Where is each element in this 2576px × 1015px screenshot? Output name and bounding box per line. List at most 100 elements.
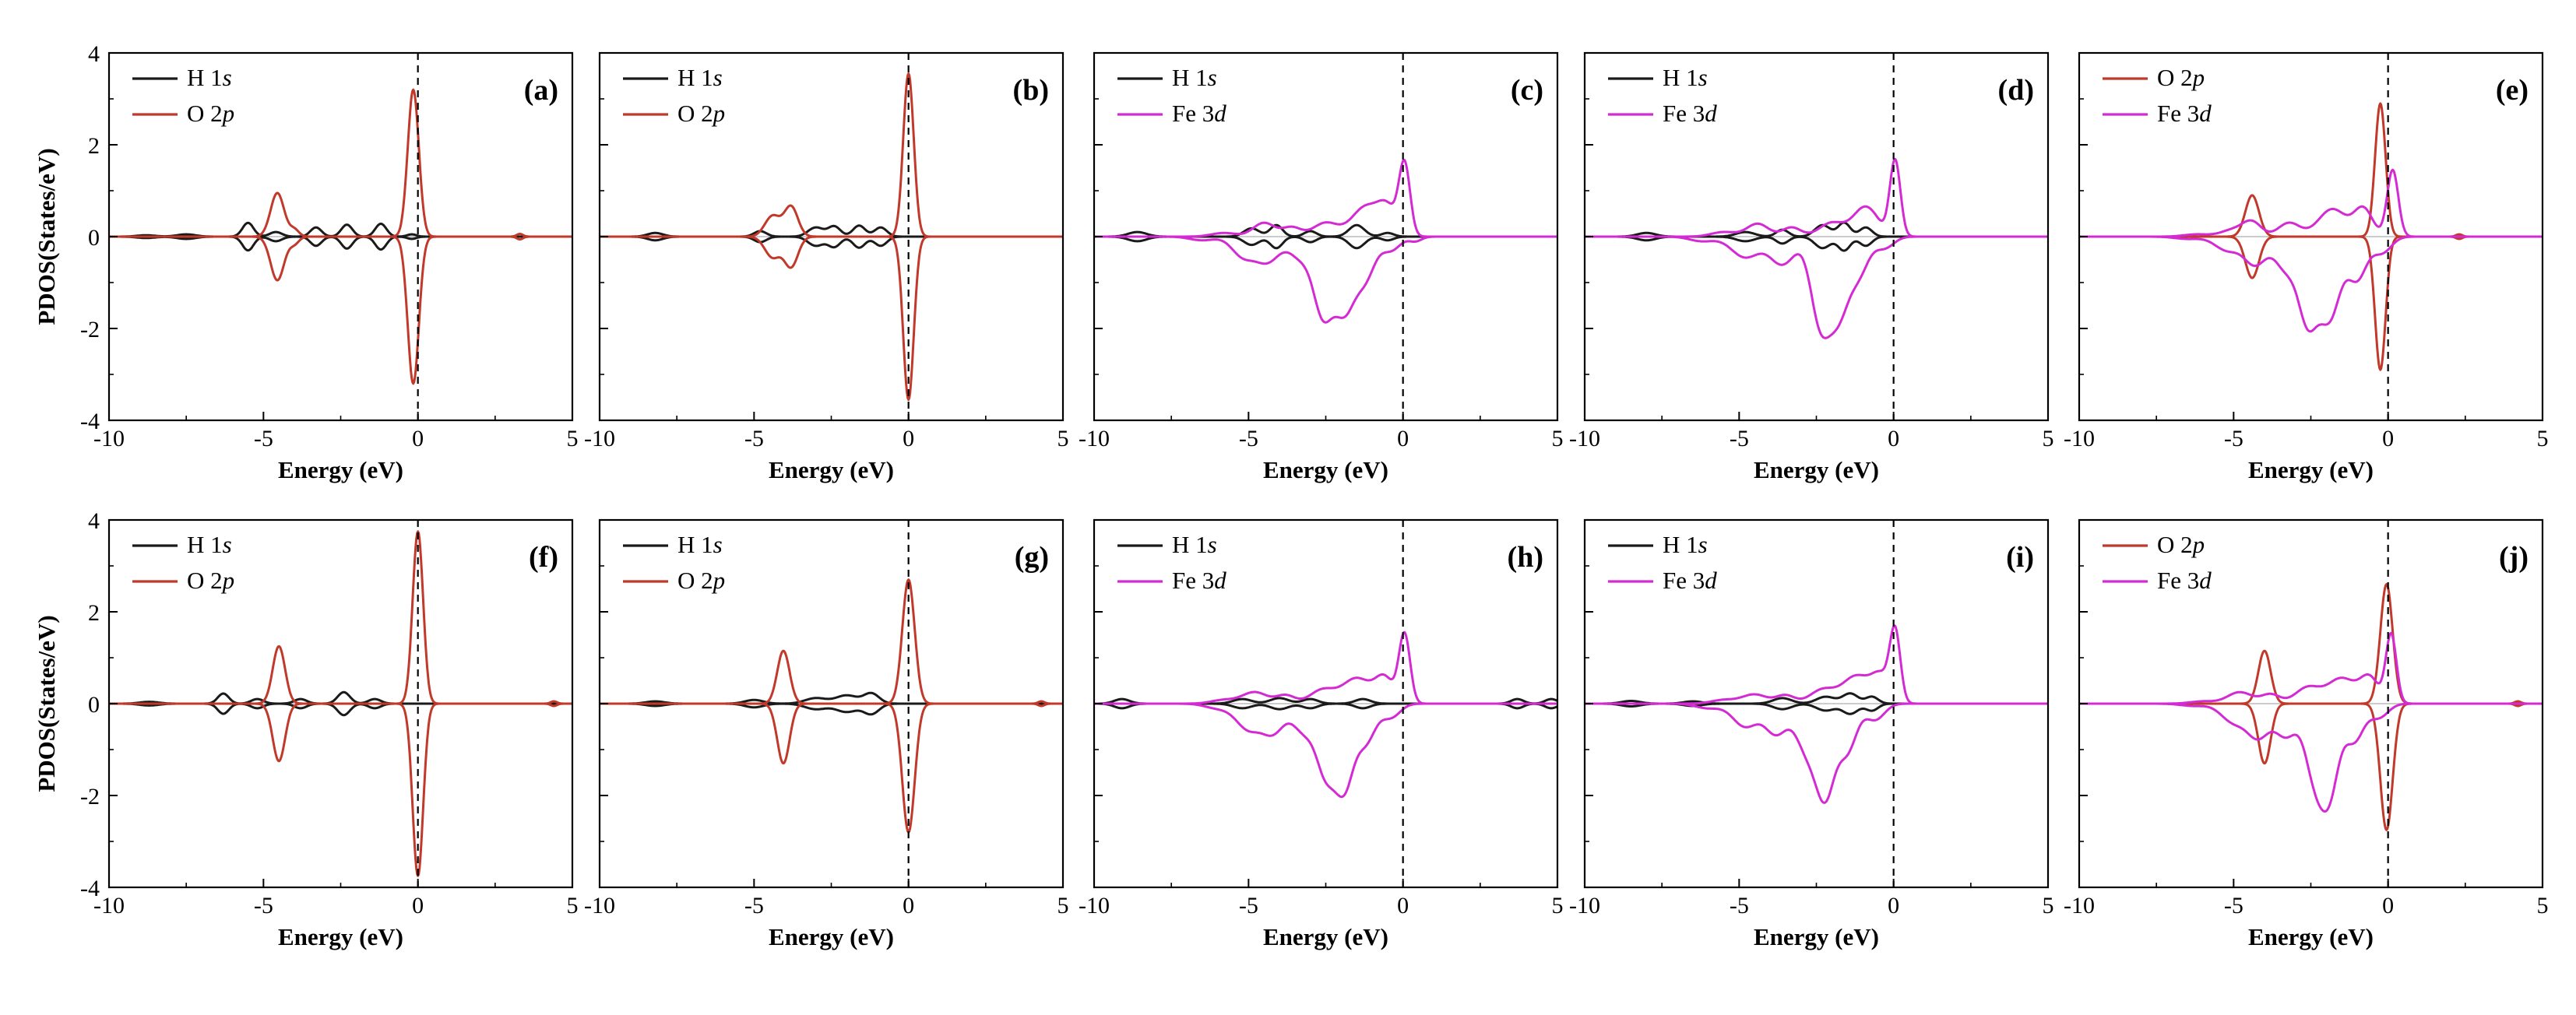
legend-orbital-number: 2 xyxy=(2180,64,2193,91)
y-tick-label: 0 xyxy=(88,225,100,251)
legend-orbital-number: 2 xyxy=(701,567,713,594)
x-tick-label: 0 xyxy=(1888,426,1899,451)
panel-label: (j) xyxy=(2499,541,2528,574)
x-tick-label: 0 xyxy=(903,426,914,451)
legend-orbital-number: 3 xyxy=(2187,567,2200,594)
legend-orbital-number: 1 xyxy=(210,531,223,558)
x-tick-label: 0 xyxy=(903,893,914,918)
y-tick-label: -2 xyxy=(80,784,100,810)
x-axis-title: Energy (eV) xyxy=(278,456,403,483)
curves xyxy=(2079,583,2543,831)
series-o-2p-spin-up xyxy=(600,578,1063,705)
legend-orbital-number: 3 xyxy=(1202,567,1215,594)
x-tick-label: -5 xyxy=(254,893,273,918)
series-h-1s-spin-down xyxy=(600,702,1063,716)
x-tick-label: 5 xyxy=(567,426,579,451)
panel-label: (f) xyxy=(529,541,558,574)
x-tick-label: 5 xyxy=(2043,426,2054,451)
series-fe-3d-spin-up xyxy=(1094,159,1557,238)
legend-element: H xyxy=(1172,531,1189,558)
legend-orbital-number: 2 xyxy=(210,100,223,127)
x-tick-label: -10 xyxy=(584,426,615,451)
series-o-2p-spin-down xyxy=(2079,702,2543,831)
panel-h: -10 -5 0 5 Energy (eV) H 1s Fe 3d (h) xyxy=(1079,518,1564,950)
legend-label: O 2p xyxy=(2157,64,2205,91)
legend-orbital-number: 2 xyxy=(2180,531,2193,558)
legend: H 1sO 2p xyxy=(623,531,725,594)
x-tick-label: -10 xyxy=(93,893,125,918)
y-tick-label: 4 xyxy=(88,41,100,67)
series-o-2p-spin-up xyxy=(109,530,572,705)
x-tick-label: -5 xyxy=(1730,893,1749,918)
x-axis-title: Energy (eV) xyxy=(769,923,894,950)
x-tick-label: -10 xyxy=(93,426,125,451)
x-tick-label: 0 xyxy=(1888,893,1899,918)
series-o-2p-spin-up xyxy=(2079,102,2543,238)
legend-orbital-number: 1 xyxy=(701,531,713,558)
legend-element: Fe xyxy=(1172,567,1196,594)
legend: H 1s Fe 3d xyxy=(1117,531,1226,594)
legend-element: Fe xyxy=(1663,567,1687,594)
legend-label: Fe 3d xyxy=(1663,100,1717,127)
curves xyxy=(600,578,1063,834)
series-h-1s-spin-up xyxy=(109,221,572,238)
panel-c: -10 -5 0 5 Energy (eV) H 1s Fe 3d (c) xyxy=(1079,51,1564,483)
legend-orbital-letter: d xyxy=(1214,100,1226,127)
x-tick-label: 0 xyxy=(1397,426,1409,451)
legend-element: H xyxy=(677,531,695,558)
legend-element: O xyxy=(187,100,204,127)
curves xyxy=(1585,624,2048,804)
series-o-2p-spin-up xyxy=(109,88,572,238)
legend-element: Fe xyxy=(1172,100,1196,127)
legend-label: H 1s xyxy=(677,64,723,91)
x-tick-label: 0 xyxy=(412,893,424,918)
panel-label: (b) xyxy=(1013,74,1049,107)
x-tick-label: -5 xyxy=(744,893,764,918)
legend-element: H xyxy=(1663,64,1680,91)
x-axis-title: Energy (eV) xyxy=(2248,456,2374,483)
legend-label: H 1s xyxy=(1663,64,1708,91)
legend-orbital-number: 3 xyxy=(2187,100,2200,127)
legend-element: H xyxy=(1172,64,1189,91)
y-tick-label: -4 xyxy=(80,409,100,434)
x-axis-title: Energy (eV) xyxy=(769,456,894,483)
x-axis-title: Energy (eV) xyxy=(2248,923,2374,950)
legend-orbital-letter: p xyxy=(2191,531,2205,558)
x-tick-label: -10 xyxy=(1569,893,1600,918)
x-tick-label: -5 xyxy=(254,426,273,451)
legend-orbital-number: 2 xyxy=(701,100,713,127)
legend-label: H 1s xyxy=(1663,531,1708,558)
legend-orbital-letter: p xyxy=(221,567,235,594)
series-fe-3d-spin-up xyxy=(2079,631,2543,705)
legend-label: O 2p xyxy=(187,100,234,127)
legend-label: H 1s xyxy=(1172,64,1217,91)
x-tick-label: 0 xyxy=(1397,893,1409,918)
x-tick-label: 5 xyxy=(1552,893,1564,918)
legend-label: Fe 3d xyxy=(1172,100,1226,127)
legend-orbital-number: 1 xyxy=(210,64,223,91)
curves xyxy=(109,88,572,385)
legend-element: Fe xyxy=(1663,100,1687,127)
series-h-1s-spin-down xyxy=(109,702,572,717)
legend-element: Fe xyxy=(2157,567,2181,594)
legend-orbital-letter: s xyxy=(1698,531,1708,558)
legend-orbital-letter: s xyxy=(713,531,723,558)
legend-label: O 2p xyxy=(187,567,234,594)
x-tick-label: 5 xyxy=(1057,426,1069,451)
panel-j: -10 -5 0 5 Energy (eV) O 2p Fe 3d (j) xyxy=(2064,518,2549,950)
legend-orbital-number: 1 xyxy=(1195,531,1208,558)
series-o-2p-spin-down xyxy=(2079,235,2543,371)
legend-orbital-number: 2 xyxy=(210,567,223,594)
legend-orbital-letter: p xyxy=(221,100,235,127)
x-tick-label: -5 xyxy=(1239,426,1258,451)
legend: H 1s Fe 3d xyxy=(1608,64,1717,127)
legend-label: Fe 3d xyxy=(1663,567,1717,594)
series-fe-3d-spin-down xyxy=(1585,702,2048,804)
series-o-2p-spin-down xyxy=(109,235,572,385)
x-tick-label: -5 xyxy=(744,426,764,451)
series-fe-3d-spin-up xyxy=(1094,630,1557,705)
series-fe-3d-spin-up xyxy=(1585,624,2048,705)
legend: O 2p Fe 3d xyxy=(2103,531,2212,594)
